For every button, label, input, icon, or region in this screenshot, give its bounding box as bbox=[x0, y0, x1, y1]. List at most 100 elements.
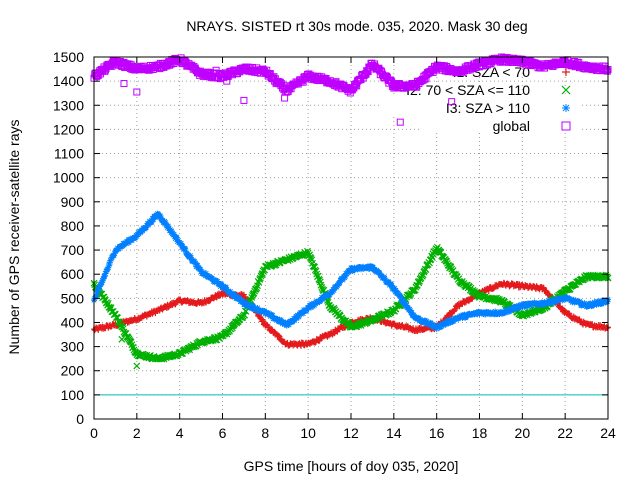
x-tick-label: 14 bbox=[386, 425, 402, 441]
legend-marker bbox=[561, 121, 571, 131]
x-tick-label: 20 bbox=[515, 425, 531, 441]
data-point bbox=[246, 301, 253, 308]
data-point bbox=[604, 298, 611, 305]
y-tick-label: 300 bbox=[61, 339, 85, 355]
x-tick-label: 2 bbox=[133, 425, 141, 441]
data-point bbox=[316, 276, 324, 284]
legend-marker bbox=[561, 85, 571, 95]
outlier-point bbox=[120, 80, 128, 88]
data-point bbox=[250, 289, 258, 297]
outlier-point bbox=[212, 66, 220, 74]
data-point bbox=[342, 273, 349, 280]
data-point bbox=[541, 299, 548, 306]
data-point bbox=[376, 270, 383, 277]
data-point bbox=[233, 293, 240, 300]
outlier-points bbox=[120, 66, 456, 126]
data-point bbox=[381, 275, 388, 282]
data-point bbox=[170, 231, 177, 238]
data-point bbox=[377, 67, 385, 75]
data-point bbox=[105, 264, 112, 271]
series-i2-points bbox=[90, 243, 612, 363]
data-point bbox=[403, 302, 410, 309]
data-point bbox=[168, 227, 175, 234]
data-point bbox=[98, 279, 105, 286]
data-point bbox=[94, 287, 101, 294]
y-tick-label: 1400 bbox=[53, 73, 84, 89]
data-point bbox=[134, 231, 141, 238]
data-point bbox=[517, 302, 524, 309]
data-point bbox=[482, 311, 489, 318]
outlier-point bbox=[396, 118, 404, 126]
legend-marker bbox=[562, 104, 570, 112]
outlier-point bbox=[133, 362, 141, 370]
outlier-point bbox=[223, 77, 231, 85]
data-point bbox=[182, 246, 189, 253]
data-point bbox=[227, 288, 234, 295]
data-point bbox=[406, 306, 413, 313]
data-point bbox=[268, 326, 275, 333]
outlier-point bbox=[133, 88, 141, 96]
data-point bbox=[330, 287, 337, 294]
data-point bbox=[445, 320, 452, 327]
data-point bbox=[447, 263, 455, 271]
data-point bbox=[285, 321, 292, 328]
data-point bbox=[178, 240, 185, 247]
data-point bbox=[102, 270, 109, 277]
y-tick-label: 200 bbox=[61, 363, 85, 379]
x-tick-label: 22 bbox=[557, 425, 573, 441]
data-point bbox=[108, 256, 115, 263]
data-point bbox=[157, 212, 164, 219]
x-axis-label: GPS time [hours of doy 035, 2020] bbox=[244, 458, 459, 474]
data-point bbox=[253, 284, 261, 292]
data-point bbox=[370, 264, 377, 271]
data-point bbox=[119, 323, 126, 331]
data-point bbox=[293, 315, 300, 322]
data-point bbox=[315, 338, 322, 345]
chart-title: NRAYS. SISTED rt 30s mode. 035, 2020. Ma… bbox=[186, 18, 527, 34]
data-point bbox=[295, 313, 302, 320]
data-point bbox=[159, 217, 166, 224]
data-point bbox=[336, 279, 343, 286]
legend-background bbox=[380, 96, 580, 114]
data-point bbox=[248, 305, 255, 312]
data-point bbox=[416, 277, 423, 285]
data-point bbox=[524, 303, 531, 310]
data-point bbox=[275, 333, 282, 340]
data-point bbox=[364, 68, 372, 76]
data-point bbox=[226, 290, 233, 297]
data-point bbox=[172, 301, 179, 308]
data-point bbox=[240, 298, 247, 305]
x-tick-label: 4 bbox=[176, 425, 184, 441]
data-point bbox=[115, 245, 122, 252]
data-point bbox=[171, 233, 178, 240]
y-tick-label: 100 bbox=[61, 387, 85, 403]
data-point bbox=[100, 275, 107, 282]
data-point bbox=[602, 67, 610, 75]
outlier-point bbox=[118, 335, 126, 343]
data-point bbox=[106, 261, 113, 268]
data-point bbox=[148, 219, 155, 226]
data-point bbox=[188, 254, 195, 261]
data-point bbox=[527, 302, 534, 309]
data-point bbox=[197, 266, 204, 273]
tick-layer: 0 2 4 6 8 10 12 14 16 18 20 22 240100200300400500600… bbox=[53, 49, 616, 441]
data-point bbox=[243, 299, 250, 306]
data-point bbox=[431, 249, 438, 256]
data-point bbox=[567, 296, 574, 303]
legend-label: I3: SZA > 110 bbox=[446, 100, 530, 116]
data-point bbox=[240, 291, 247, 298]
x-tick-label: 12 bbox=[343, 425, 359, 441]
outlier-point bbox=[448, 98, 456, 106]
x-tick-label: 6 bbox=[219, 425, 227, 441]
legend-marker bbox=[562, 68, 570, 76]
y-tick-label: 1100 bbox=[54, 146, 84, 162]
data-layer bbox=[90, 53, 612, 370]
data-point bbox=[187, 252, 194, 259]
y-tick-label: 900 bbox=[61, 194, 85, 210]
data-point bbox=[446, 316, 453, 323]
outlier-point bbox=[281, 94, 289, 102]
data-point bbox=[111, 250, 118, 257]
y-tick-label: 1000 bbox=[53, 170, 84, 186]
data-point bbox=[256, 274, 264, 282]
